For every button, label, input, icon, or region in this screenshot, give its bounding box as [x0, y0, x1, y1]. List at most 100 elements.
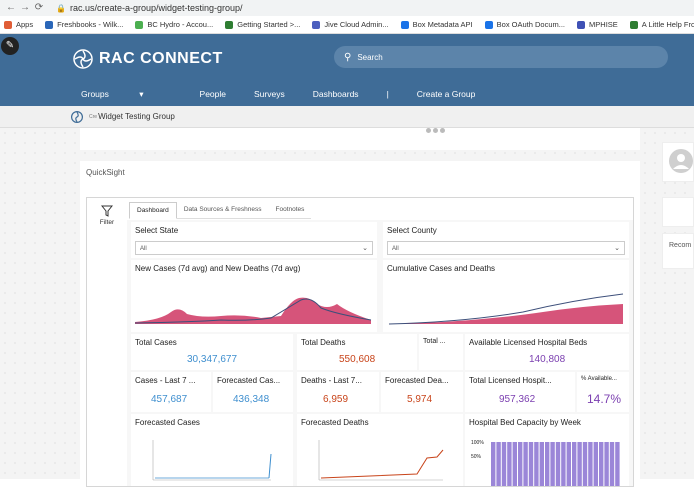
select-county-dropdown[interactable]: All ⌄	[387, 241, 625, 255]
bookmark-item[interactable]: Box OAuth Docum...	[484, 20, 566, 29]
select-state-label: Select State	[135, 226, 179, 235]
bed-capacity-chart[interactable]: Hospital Bed Capacity by Week 100% 50%	[465, 414, 629, 486]
quicksight-embed: Filter Dashboard Data Sources & Freshnes…	[86, 197, 634, 487]
page-body: QuickSight Filter Dashboard Data Sources…	[0, 128, 694, 487]
tab-data-sources[interactable]: Data Sources & Freshness	[176, 202, 269, 219]
capacity-bar	[566, 442, 571, 486]
bookmark-item[interactable]: Jive Cloud Admin...	[312, 20, 389, 29]
bookmark-item[interactable]: Apps	[4, 20, 33, 29]
logo-mark-icon	[73, 49, 93, 69]
bookmark-item[interactable]: Freshbooks - Wilk...	[45, 20, 123, 29]
lock-icon: 🔒	[56, 3, 66, 13]
nav-people[interactable]: People	[199, 89, 226, 99]
search-input[interactable]	[357, 52, 638, 62]
address-bar[interactable]: 🔒 rac.us/create-a-group/widget-testing-g…	[56, 3, 243, 13]
nav-groups[interactable]: Groups ▾	[81, 89, 172, 100]
forecast-deaths-chart[interactable]: Forecasted Deaths	[297, 414, 463, 486]
tab-footnotes[interactable]: Footnotes	[268, 202, 312, 219]
select-county-label: Select County	[387, 226, 437, 235]
fcases-kpi: Forecasted Cas... 436,348	[213, 372, 293, 412]
tbeds-value: 957,362	[499, 394, 536, 405]
nav-groups-label: Groups	[81, 89, 109, 99]
capacity-bar	[588, 442, 593, 486]
filter-label: Filter	[99, 219, 115, 226]
avatar-icon[interactable]	[669, 149, 693, 173]
cases7-label: Cases - Last 7 ...	[135, 376, 196, 385]
capacity-bar	[507, 442, 512, 486]
cases7-kpi: Cases - Last 7 ... 457,687	[131, 372, 211, 412]
filter-button[interactable]: Filter	[97, 205, 117, 226]
side-card	[662, 197, 694, 227]
bookmark-label: Box Metadata API	[412, 20, 473, 29]
bookmark-item[interactable]: MPHISE	[577, 20, 618, 29]
main-nav: Groups ▾ People Surveys Dashboards | Cre…	[81, 89, 503, 100]
select-state-dropdown[interactable]: All ⌄	[135, 241, 373, 255]
bookmark-label: Jive Cloud Admin...	[324, 20, 389, 29]
pavail-kpi: % Available... 14.7%	[577, 372, 629, 412]
edit-pencil-icon[interactable]: ✎	[1, 37, 19, 55]
dashboard-canvas: Select State All ⌄ Select County All ⌄ N…	[127, 220, 633, 486]
bookmark-label: A Little Help From...	[641, 20, 694, 29]
filter-icon	[101, 205, 113, 217]
new-cases-chart[interactable]: New Cases (7d avg) and New Deaths (7d av…	[131, 260, 377, 332]
bookmark-favicon-icon	[45, 20, 54, 29]
cap-tick-50: 50%	[471, 454, 482, 460]
bookmark-favicon-icon	[225, 20, 234, 29]
bed-capacity-title: Hospital Bed Capacity by Week	[469, 418, 581, 427]
loading-dots	[426, 128, 447, 133]
fdeaths-value: 5,974	[407, 394, 433, 405]
capacity-bar	[593, 442, 598, 486]
forecast-cases-plot	[152, 440, 272, 481]
recom-label: Recom	[669, 242, 692, 249]
search-icon: ⚲	[344, 51, 352, 63]
apps-grid-icon	[4, 20, 12, 29]
site-search[interactable]: ⚲	[334, 46, 668, 68]
site-header: ✎ RAC CONNECT ⚲ Groups ▾ People Surveys …	[0, 34, 694, 106]
bookmark-item[interactable]: Box Metadata API	[400, 20, 473, 29]
total-kpi: Total ...	[419, 334, 463, 370]
bookmark-item[interactable]: Getting Started >...	[225, 20, 300, 29]
capacity-bar	[604, 442, 609, 486]
forward-icon[interactable]: →	[20, 2, 30, 13]
pavail-value: 14.7%	[587, 392, 622, 406]
bookmark-favicon-icon	[135, 20, 144, 29]
tab-dashboard[interactable]: Dashboard	[129, 202, 177, 219]
beds-kpi: Available Licensed Hospital Beds 140,808	[465, 334, 629, 370]
crumb-prefix: Cre	[89, 113, 98, 120]
reload-icon[interactable]: ⟳	[34, 2, 44, 13]
new-cases-plot	[134, 297, 372, 324]
bookmark-label: BC Hydro - Accou...	[147, 20, 214, 29]
browser-address-row: ← → ⟳ 🔒 rac.us/create-a-group/widget-tes…	[0, 0, 694, 16]
total-cases-kpi: Total Cases 30,347,677	[131, 334, 293, 370]
bookmark-label: Box OAuth Docum...	[496, 20, 566, 29]
caret-down-icon: ▾	[139, 89, 144, 99]
tbeds-label: Total Licensed Hospit...	[469, 376, 552, 385]
chevron-down-icon: ⌄	[614, 245, 620, 252]
select-state-value: All	[140, 246, 147, 252]
pavail-label: % Available...	[581, 376, 617, 382]
beds-label: Available Licensed Hospital Beds	[469, 338, 588, 347]
card-top	[80, 128, 640, 150]
forecast-deaths-plot	[318, 440, 444, 481]
bookmark-item[interactable]: A Little Help From...	[629, 20, 694, 29]
group-header-bar: Cre Widget Testing Group	[0, 106, 694, 128]
forecast-cases-chart[interactable]: Forecasted Cases	[131, 414, 293, 486]
total-cases-label: Total Cases	[135, 338, 177, 347]
cumulative-chart[interactable]: Cumulative Cases and Deaths	[383, 260, 629, 332]
capacity-bar	[545, 442, 550, 486]
nav-surveys[interactable]: Surveys	[254, 89, 285, 99]
forecast-cases-title: Forecasted Cases	[135, 418, 200, 427]
capacity-bar	[539, 442, 544, 486]
nav-dashboards[interactable]: Dashboards	[312, 89, 359, 99]
nav-create-group[interactable]: Create a Group	[416, 89, 476, 99]
bookmark-label: Getting Started >...	[237, 20, 301, 29]
group-title[interactable]: Widget Testing Group	[98, 112, 175, 121]
fcases-value: 436,348	[233, 394, 270, 405]
site-logo[interactable]: RAC CONNECT	[73, 49, 223, 69]
bookmark-item[interactable]: BC Hydro - Accou...	[135, 20, 213, 29]
total-cases-value: 30,347,677	[187, 354, 238, 365]
capacity-bar	[512, 442, 517, 486]
fdeaths-kpi: Forecasted Dea... 5,974	[381, 372, 463, 412]
back-icon[interactable]: ←	[6, 2, 16, 13]
deaths7-kpi: Deaths - Last 7... 6,959	[297, 372, 379, 412]
